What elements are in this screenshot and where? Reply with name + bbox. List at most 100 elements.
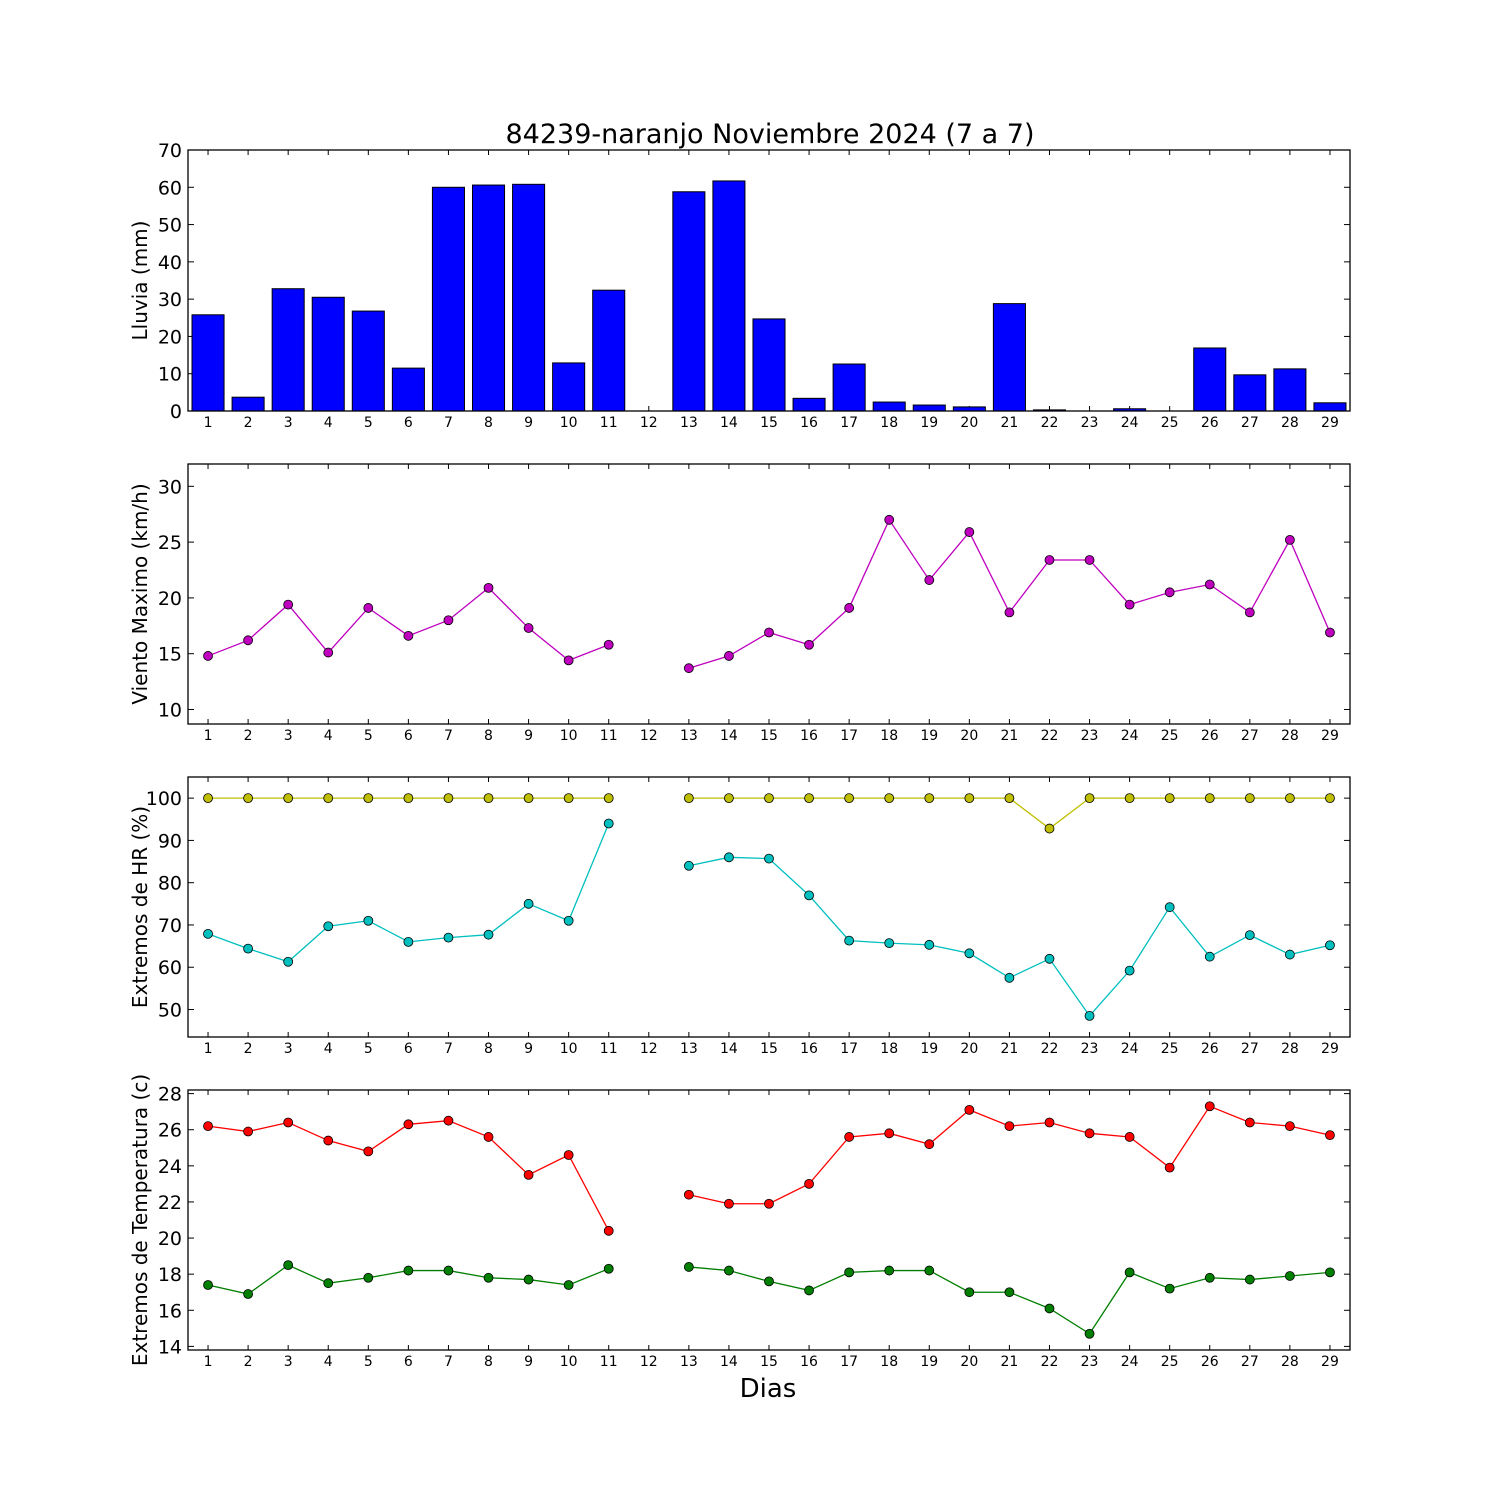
viento-x-tick-label: 13	[680, 728, 698, 744]
temperatura-x-tick-label: 17	[840, 1354, 858, 1370]
hr-point	[563, 915, 574, 926]
hr-x-tick-label: 13	[680, 1041, 698, 1057]
viento-x-tick-label: 3	[284, 728, 293, 744]
viento-x-tick-label: 28	[1281, 728, 1299, 744]
hr-point	[603, 818, 614, 829]
lluvia-bar	[552, 362, 586, 412]
hr-x-tick-label: 23	[1081, 1041, 1099, 1057]
viento-point	[924, 575, 935, 585]
viento-point	[764, 627, 774, 638]
viento-x-tick-label: 27	[1241, 728, 1259, 744]
temperatura-point	[1044, 1117, 1055, 1128]
temperatura-x-tick-label: 24	[1121, 1354, 1139, 1370]
hr-point	[804, 890, 814, 901]
hr-point	[403, 936, 414, 947]
temperatura-x-tick-label: 16	[800, 1354, 818, 1370]
temperatura-point	[764, 1276, 774, 1287]
temperatura-point	[1325, 1267, 1335, 1278]
temperatura-point	[363, 1272, 374, 1283]
temperatura-point	[1284, 1121, 1295, 1132]
temperatura-x-tick-label: 23	[1081, 1354, 1099, 1370]
viento-point	[804, 639, 814, 650]
hr-x-tick-label: 2	[244, 1041, 253, 1057]
viento-x-tick-label: 21	[1000, 728, 1018, 744]
temperatura-point	[1325, 1130, 1335, 1141]
hr-x-tick-label: 9	[524, 1041, 533, 1057]
hr-point	[523, 793, 534, 804]
lluvia-y-tick-label: 50	[158, 215, 182, 237]
temperatura-point	[844, 1132, 855, 1142]
hr-x-tick-label: 19	[920, 1041, 938, 1057]
lluvia-bar	[1273, 368, 1307, 412]
viento-x-tick-label: 12	[640, 728, 658, 744]
hr-x-tick-label: 22	[1041, 1041, 1059, 1057]
lluvia-x-tick-label: 29	[1321, 415, 1339, 431]
lluvia-plot-frame	[187, 149, 1351, 412]
hr-point	[964, 793, 975, 804]
hr-point	[403, 793, 414, 804]
hr-x-tick-label: 4	[324, 1041, 333, 1057]
lluvia-bar	[672, 191, 706, 412]
viento-point	[1244, 607, 1255, 618]
hr-x-tick-label: 20	[960, 1041, 978, 1057]
temperatura-point	[924, 1139, 935, 1150]
lluvia-x-tick-label: 17	[840, 415, 858, 431]
temperatura-x-tick-label: 26	[1201, 1354, 1219, 1370]
hr-point	[443, 932, 454, 943]
hr-point	[1164, 902, 1175, 913]
hr-point	[323, 921, 334, 932]
lluvia-bar	[431, 186, 465, 412]
temperatura-point	[1004, 1287, 1015, 1298]
lluvia-bar	[1233, 374, 1267, 412]
viento-x-tick-label: 1	[204, 728, 213, 744]
viento-y-tick-label: 30	[158, 476, 182, 498]
viento-point	[724, 651, 734, 661]
hr-x-tick-label: 15	[760, 1041, 778, 1057]
lluvia-x-tick-label: 7	[444, 415, 453, 431]
viento-point	[323, 647, 334, 658]
lluvia-x-tick-label: 15	[760, 415, 778, 431]
lluvia-y-tick-label: 60	[158, 177, 182, 199]
hr-y-tick-label: 60	[158, 957, 182, 979]
hr-x-tick-label: 14	[720, 1041, 738, 1057]
temperatura-point	[483, 1132, 494, 1142]
lluvia-y-tick-label: 20	[158, 326, 182, 348]
hr-point	[724, 793, 734, 804]
temperatura-x-tick-label: 13	[680, 1354, 698, 1370]
viento-y-tick-label: 25	[158, 532, 182, 554]
lluvia-bar	[992, 303, 1026, 412]
hr-x-tick-label: 1	[204, 1041, 213, 1057]
temperatura-point	[683, 1189, 694, 1200]
viento-point	[1164, 587, 1175, 598]
temperatura-point	[1084, 1328, 1095, 1339]
temperatura-x-tick-label: 29	[1321, 1354, 1339, 1370]
hr-point	[1124, 965, 1135, 976]
hr-point	[1084, 793, 1095, 804]
temperatura-x-tick-label: 9	[524, 1354, 533, 1370]
viento-x-tick-label: 18	[880, 728, 898, 744]
panel-lluvia: 1 2 3 4 5 6 7 8 9 10 11 12 13 14 15 16 17 18 19 20 21 22 23 24 2…	[128, 140, 1351, 431]
hr-x-tick-label: 21	[1000, 1041, 1018, 1057]
lluvia-bar	[1313, 402, 1347, 412]
temperatura-y-tick-label: 22	[158, 1192, 182, 1214]
temperatura-point	[443, 1115, 454, 1126]
viento-x-tick-label: 9	[524, 728, 533, 744]
viento-x-tick-label: 6	[404, 728, 413, 744]
viento-y-tick-label: 15	[158, 644, 182, 666]
lluvia-x-tick-label: 22	[1041, 415, 1059, 431]
temperatura-x-tick-label: 12	[640, 1354, 658, 1370]
lluvia-x-tick-label: 23	[1081, 415, 1099, 431]
temperatura-point	[884, 1265, 895, 1276]
lluvia-bar	[792, 397, 826, 412]
temperatura-x-tick-label: 15	[760, 1354, 778, 1370]
temperatura-point	[563, 1150, 574, 1160]
hr-x-tick-label: 5	[364, 1041, 373, 1057]
temperatura-x-tick-label: 28	[1281, 1354, 1299, 1370]
lluvia-x-tick-label: 2	[244, 415, 253, 431]
hr-point	[1244, 793, 1255, 804]
hr-x-tick-label: 28	[1281, 1041, 1299, 1057]
hr-point	[243, 793, 254, 804]
lluvia-bar	[512, 183, 546, 412]
hr-x-tick-label: 27	[1241, 1041, 1259, 1057]
